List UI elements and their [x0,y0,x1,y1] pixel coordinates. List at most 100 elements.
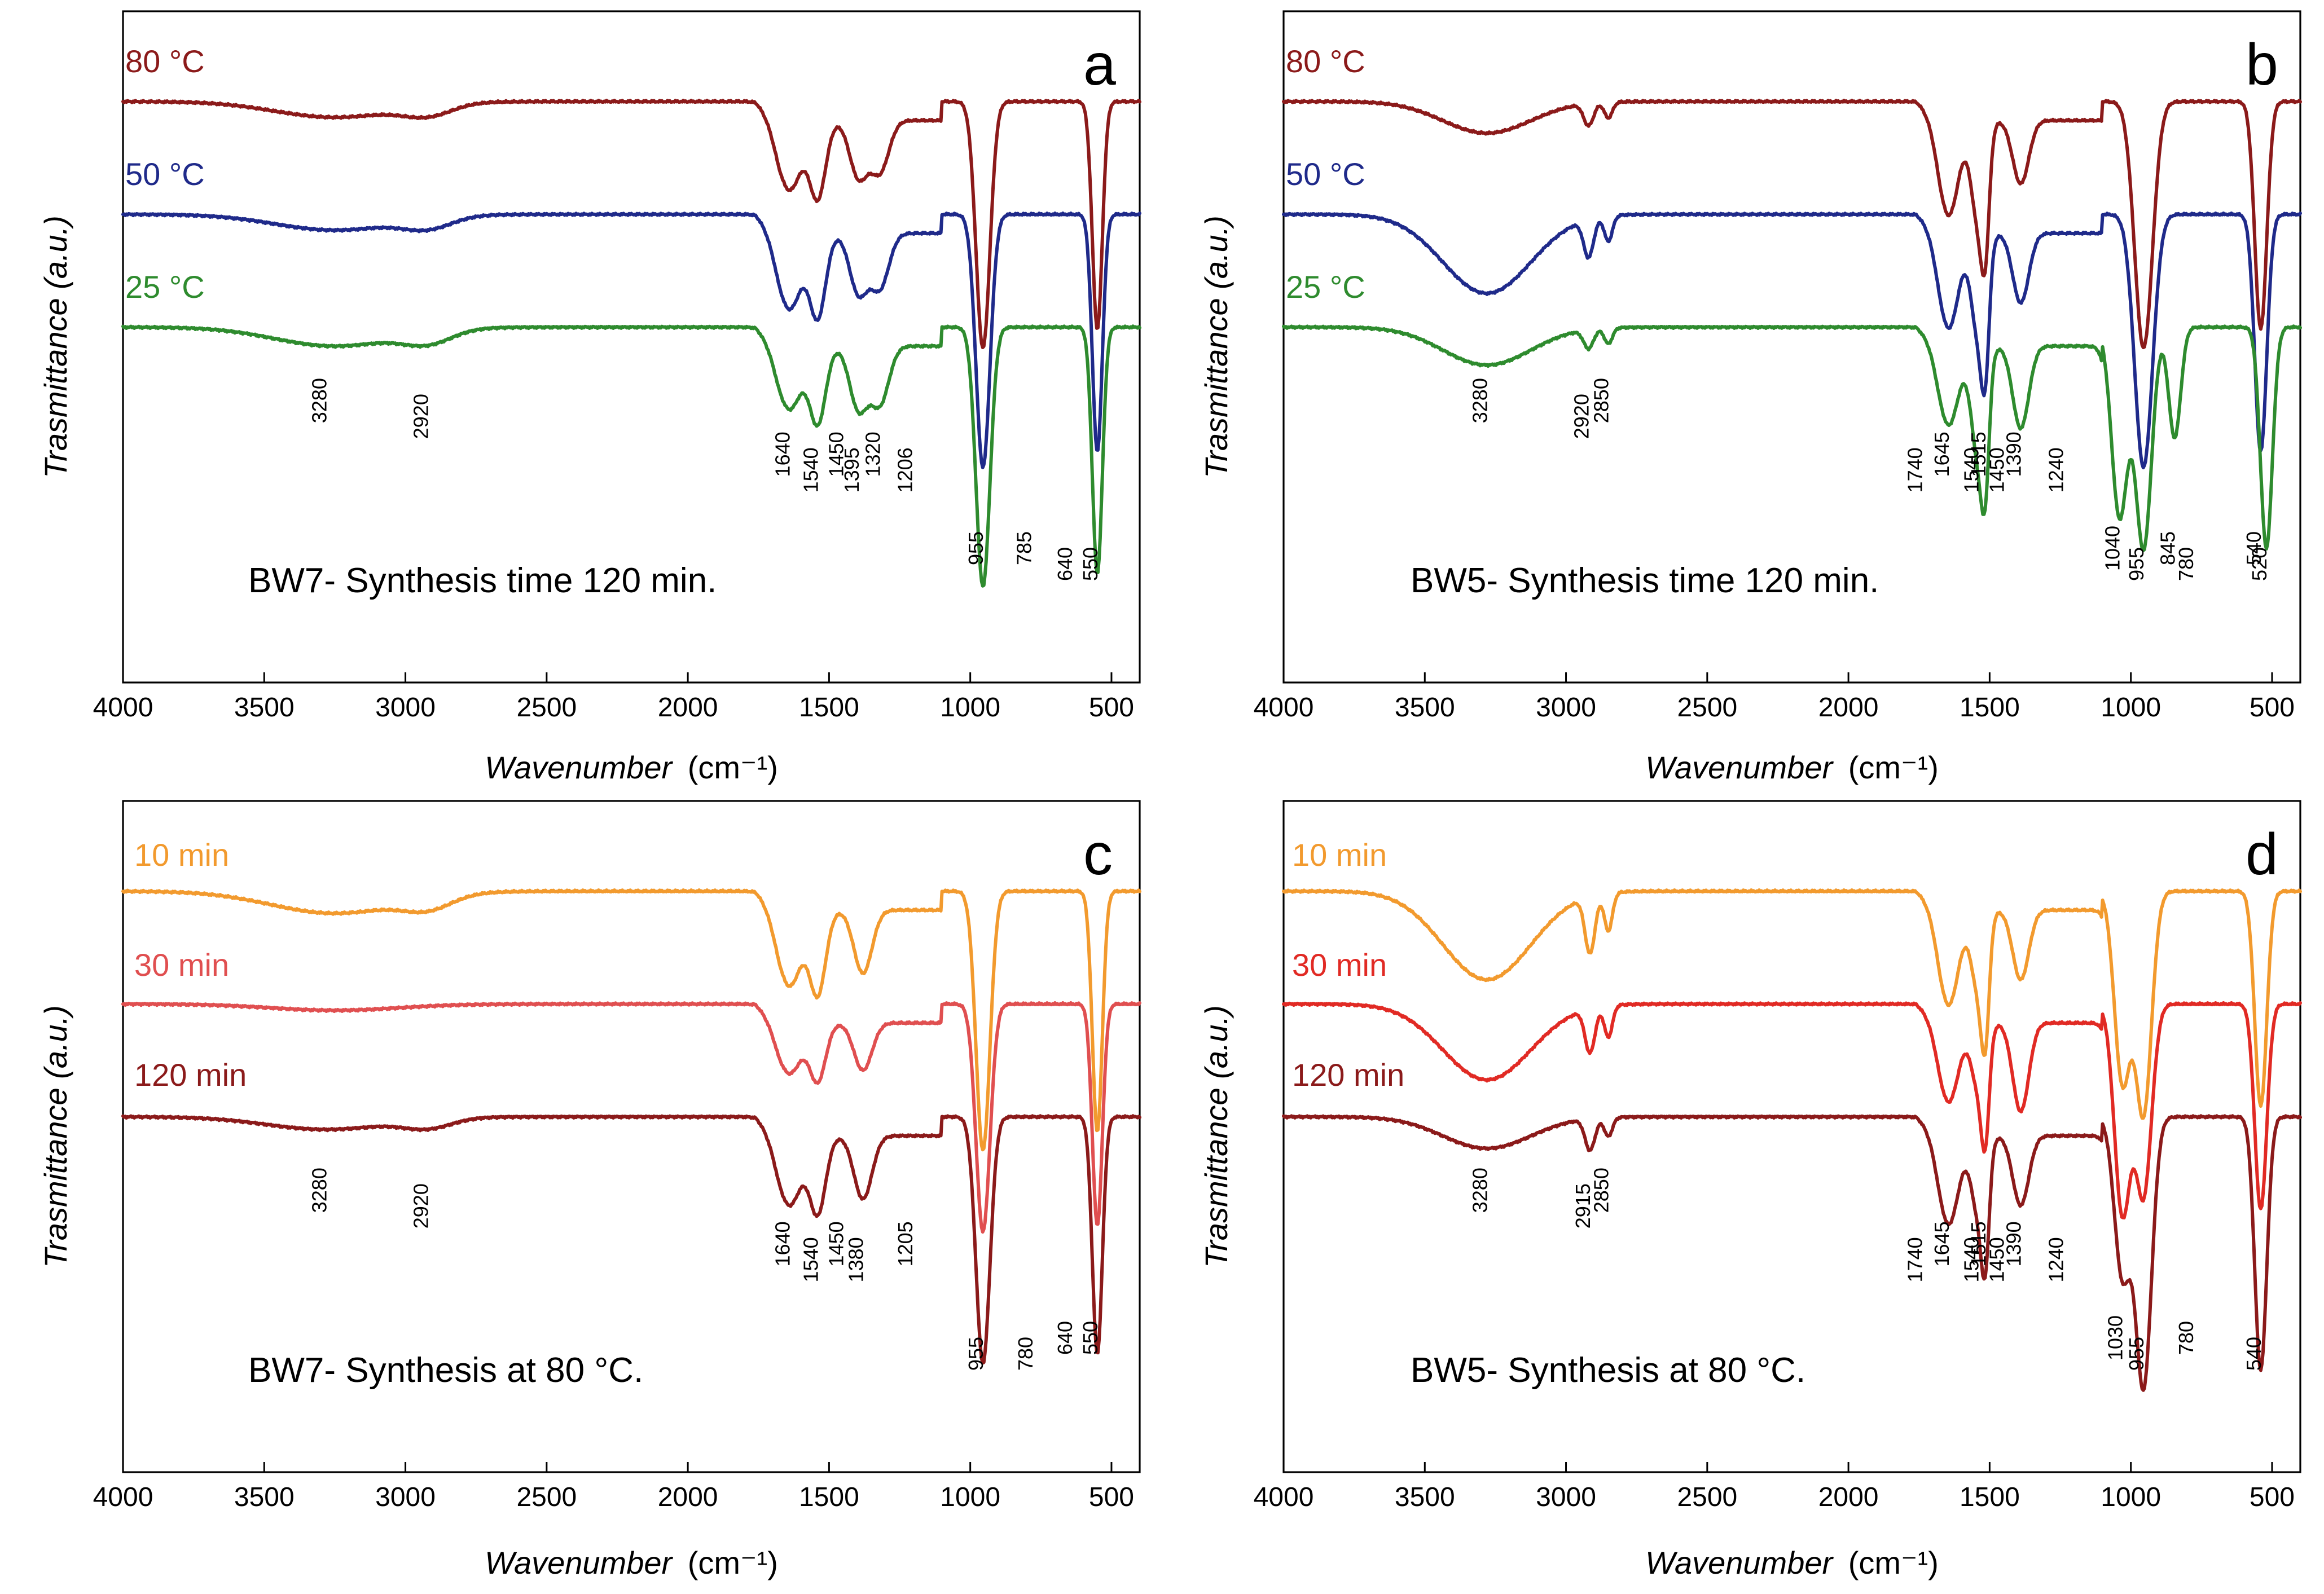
panel-c-series [121,888,1141,1365]
panel-b-peak-label-0: 3280 [1468,378,1491,423]
panel-a-series-line-0 [121,99,1141,349]
panel-c-peak-label-10: 550 [1079,1321,1102,1355]
panel-d-ticks: 4000 3500 3000 2500 2000 1500 1000 500 [1254,1462,2295,1512]
panel-d-xtick-label-3: 2500 [1677,1482,1737,1512]
panel-d-peak-label-8: 1390 [2002,1221,2025,1266]
panel-c-series-line-0 [121,888,1141,1152]
panel-b-ticks: 4000 3500 3000 2500 2000 1500 1000 500 [1254,672,2295,723]
panel-b-series-label-50: 50 °C [1286,156,1365,192]
panel-d-peak-label-0: 3280 [1468,1168,1491,1213]
panel-d-ylabel: Trasmittance (a.u.) [1198,1005,1234,1268]
panel-d-series-labels: 10 min 30 min 120 min [1292,837,1404,1093]
panel-d-peak-label-5: 1540 [1960,1237,1983,1282]
panel-b-peak-label-11: 955 [2125,547,2148,581]
panel-d-xtick-label-6: 1000 [2101,1482,2161,1512]
panel-b-peak-label-12: 845 [2156,531,2179,565]
panel-a-xtick-label-1: 3500 [234,693,295,723]
panel-d-caption: BW5- Synthesis at 80 °C. [1411,1351,1805,1390]
panel-c-xtick-label-5: 1500 [799,1482,859,1512]
panel-b-peak-label-13: 780 [2174,547,2198,581]
panel-c-xtick-label-4: 2000 [658,1482,718,1512]
panel-b-xlabel: Wavenumber (cm⁻¹) [1645,750,1939,785]
panel-a-peak-label-5: 1395 [840,447,863,492]
panel-c-peak-label-6: 1205 [894,1221,917,1266]
panel-d-xlabel: Wavenumber (cm⁻¹) [1645,1545,1939,1580]
panel-b-xtick-label-4: 2000 [1818,693,1879,723]
panel-c-xtick-label-1: 3500 [234,1482,295,1512]
panel-b-peak-label-9: 1240 [2045,447,2068,492]
panel-a-xtick-label-3: 2500 [516,693,577,723]
panel-c-xlabel: Wavenumber (cm⁻¹) [485,1545,778,1580]
panel-c-xtick-label-6: 1000 [940,1482,1000,1512]
panel-a-peak-label-4: 1450 [824,431,847,477]
panel-a-series [121,99,1141,588]
panel-b-xlabel-unit: (cm⁻¹) [1848,750,1939,785]
panel-a-caption: BW7- Synthesis time 120 min. [248,561,717,600]
panel-c-peak-label-7: 780 [1014,1337,1037,1371]
panel-a-peak-label-10: 955 [964,531,987,565]
panel-b-peak-label-3: 1740 [1903,447,1926,492]
panel-b-peak-label-4: 1645 [1930,431,1953,477]
panel-a-peak-label-2: 1640 [771,431,794,477]
panel-a-peak-label-11: 550 [1079,547,1102,581]
panel-b-series-line-2 [1282,324,2302,552]
panel-d-peak-label-3: 1740 [1903,1237,1926,1282]
panel-d-peak-label-2: 2850 [1590,1168,1613,1213]
panel-d-series [1282,888,2302,1392]
panel-b-peak-label-5: 1540 [1960,447,1983,492]
panel-b-series-line-0 [1282,99,2302,350]
panel-b-series [1282,99,2302,552]
panel-c-ylabel: Trasmittance (a.u.) [38,1005,73,1268]
panel-d-xtick-label-4: 2000 [1818,1482,1879,1512]
panel-b-xtick-label-3: 2500 [1677,693,1737,723]
panel-d-peak-label-7: 1450 [1985,1237,2008,1282]
panel-c-series-label-30: 30 min [134,947,229,983]
panel-c-letter: c [1083,822,1113,887]
panel-d-letter: d [2246,822,2278,887]
panel-a-peak-label-0: 3280 [307,378,331,423]
panel-b-series-labels: 80 °C 50 °C 25 °C [1286,43,1365,305]
panel-d-series-label-30: 30 min [1292,947,1387,983]
panel-b-peak-label-6: 1515 [1967,431,1990,477]
panel-b-letter: b [2246,32,2278,98]
panel-d-peak-label-10: 1030 [2104,1315,2127,1360]
panel-d-series-line-2 [1282,1114,2302,1392]
panel-a-xlabel-main: Wavenumber [485,750,673,785]
panel-c-xtick-label-2: 3000 [375,1482,436,1512]
panel-a-xtick-label-2: 3000 [375,693,436,723]
panel-d-frame [1282,800,2301,1473]
panel-c-peak-label-0: 3280 [307,1168,331,1213]
panel-b-peak-label-2: 2850 [1590,378,1613,423]
panel-c: c BW7- Synthesis at 80 °C. Trasmittance … [38,800,1141,1580]
panel-d-xlabel-main: Wavenumber [1645,1545,1834,1580]
panel-b-xtick-label-6: 1000 [2101,693,2161,723]
panel-a-peak-label-9: 640 [1053,547,1077,581]
panel-b-xtick-label-0: 4000 [1254,693,1314,723]
panel-a-peak-label-8: 785 [1012,531,1035,565]
panel-b-peak-label-8: 1390 [2002,431,2025,477]
panel-a-series-label-25: 25 °C [125,269,205,305]
panel-a-peak-label-3: 1540 [799,447,822,492]
panel-b-series-line-1 [1282,212,2302,470]
panel-c-xlabel-main: Wavenumber [485,1545,673,1580]
panel-b-xtick-label-5: 1500 [1960,693,2020,723]
panel-b-peak-label-10: 1040 [2101,526,2124,571]
panel-a-series-line-2 [121,324,1141,588]
panel-d-peak-label-13: 540 [2242,1337,2265,1371]
panel-a-frame [122,10,1141,684]
panel-b-peak-label-7: 1450 [1985,447,2008,492]
panel-c-caption: BW7- Synthesis at 80 °C. [248,1351,643,1390]
panel-d-xtick-label-0: 4000 [1254,1482,1314,1512]
panel-b-frame [1282,10,2301,684]
panel-d-xlabel-unit: (cm⁻¹) [1848,1545,1939,1580]
panel-d: d BW5- Synthesis at 80 °C. Trasmittance … [1198,800,2302,1580]
panel-b-xtick-label-1: 3500 [1395,693,1455,723]
panel-d-xtick-label-2: 3000 [1536,1482,1596,1512]
panel-b-xtick-label-2: 3000 [1536,693,1596,723]
panel-d-series-label-120: 120 min [1292,1057,1404,1093]
panel-a-xtick-label-5: 1500 [799,693,859,723]
panel-c-xlabel-unit: (cm⁻¹) [688,1545,778,1580]
